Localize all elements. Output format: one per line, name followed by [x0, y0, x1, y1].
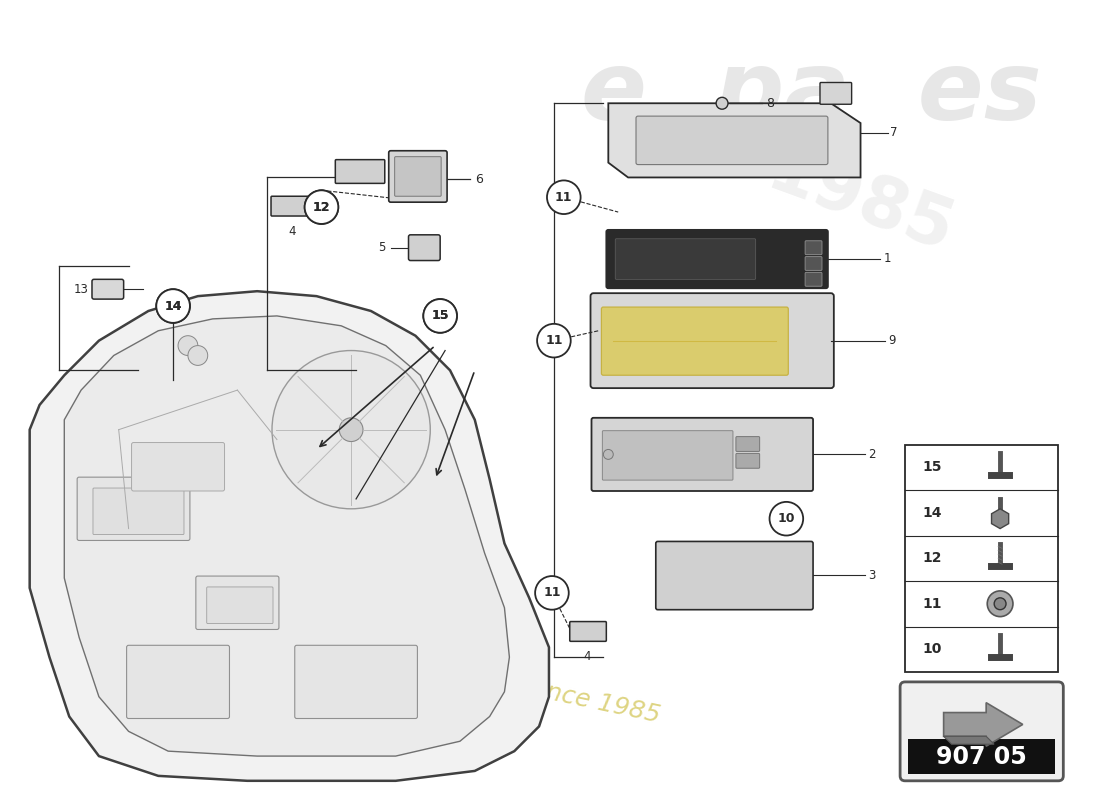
Polygon shape	[608, 103, 860, 178]
Circle shape	[339, 418, 363, 442]
Text: 15: 15	[431, 310, 449, 322]
Text: 6: 6	[475, 173, 483, 186]
Polygon shape	[991, 509, 1009, 529]
Circle shape	[156, 290, 190, 323]
Bar	[908, 739, 1055, 774]
Circle shape	[716, 98, 728, 109]
FancyBboxPatch shape	[92, 279, 123, 299]
Text: 14: 14	[164, 299, 182, 313]
Circle shape	[156, 290, 190, 323]
Circle shape	[604, 450, 614, 459]
FancyBboxPatch shape	[656, 542, 813, 610]
FancyBboxPatch shape	[94, 488, 184, 534]
Text: 11: 11	[556, 190, 573, 204]
Text: 2: 2	[869, 448, 876, 461]
Text: 11: 11	[923, 597, 943, 610]
Circle shape	[178, 336, 198, 355]
FancyBboxPatch shape	[805, 257, 822, 270]
FancyBboxPatch shape	[603, 430, 733, 480]
FancyBboxPatch shape	[207, 587, 273, 623]
FancyBboxPatch shape	[615, 238, 756, 279]
FancyBboxPatch shape	[271, 196, 312, 216]
Text: 8: 8	[767, 97, 774, 110]
Text: e  pa  es: e pa es	[581, 47, 1042, 140]
Circle shape	[305, 190, 339, 224]
Circle shape	[994, 598, 1006, 610]
Text: 9: 9	[888, 334, 895, 347]
Circle shape	[547, 181, 581, 214]
FancyBboxPatch shape	[805, 241, 822, 254]
Text: 13: 13	[74, 282, 89, 296]
Text: 12: 12	[312, 201, 330, 214]
FancyBboxPatch shape	[900, 682, 1064, 781]
FancyBboxPatch shape	[736, 454, 760, 468]
Text: 907 05: 907 05	[936, 745, 1026, 769]
Text: 1985: 1985	[758, 138, 962, 266]
Circle shape	[535, 576, 569, 610]
FancyBboxPatch shape	[591, 293, 834, 388]
Text: 12: 12	[312, 201, 330, 214]
FancyBboxPatch shape	[570, 622, 606, 642]
Text: 11: 11	[546, 334, 563, 347]
Text: 4: 4	[584, 650, 592, 663]
FancyBboxPatch shape	[388, 150, 447, 202]
FancyBboxPatch shape	[592, 418, 813, 491]
Text: 4: 4	[288, 225, 296, 238]
Text: 7: 7	[890, 126, 898, 139]
Circle shape	[987, 591, 1013, 617]
Text: 14: 14	[164, 299, 182, 313]
Polygon shape	[30, 291, 549, 781]
Text: 10: 10	[923, 642, 943, 656]
Circle shape	[272, 350, 430, 509]
Text: 11: 11	[543, 586, 561, 599]
Circle shape	[305, 190, 339, 224]
Text: 14: 14	[923, 506, 943, 520]
Text: 3: 3	[869, 569, 876, 582]
FancyBboxPatch shape	[736, 437, 760, 451]
FancyBboxPatch shape	[805, 273, 822, 286]
FancyBboxPatch shape	[196, 576, 279, 630]
Circle shape	[537, 324, 571, 358]
Text: 5: 5	[378, 241, 386, 254]
Circle shape	[424, 299, 456, 333]
FancyBboxPatch shape	[77, 477, 190, 541]
FancyBboxPatch shape	[336, 160, 385, 183]
Text: 10: 10	[778, 512, 795, 525]
Text: 12: 12	[923, 551, 943, 566]
Polygon shape	[944, 702, 1023, 746]
FancyBboxPatch shape	[636, 116, 828, 165]
FancyBboxPatch shape	[820, 82, 851, 104]
Circle shape	[770, 502, 803, 535]
Circle shape	[188, 346, 208, 366]
FancyBboxPatch shape	[602, 307, 789, 375]
Text: 15: 15	[923, 460, 943, 474]
FancyBboxPatch shape	[126, 646, 230, 718]
Text: a passion for parts since 1985: a passion for parts since 1985	[287, 626, 662, 728]
Circle shape	[424, 299, 456, 333]
Polygon shape	[64, 316, 509, 756]
Text: 15: 15	[431, 310, 449, 322]
FancyBboxPatch shape	[606, 230, 828, 288]
FancyBboxPatch shape	[295, 646, 417, 718]
FancyBboxPatch shape	[132, 442, 224, 491]
Text: 1: 1	[883, 252, 891, 265]
FancyBboxPatch shape	[395, 157, 441, 196]
Bar	[905, 445, 1058, 672]
FancyBboxPatch shape	[408, 235, 440, 261]
Polygon shape	[944, 736, 994, 744]
Text: e  pa  es: e pa es	[66, 670, 329, 724]
